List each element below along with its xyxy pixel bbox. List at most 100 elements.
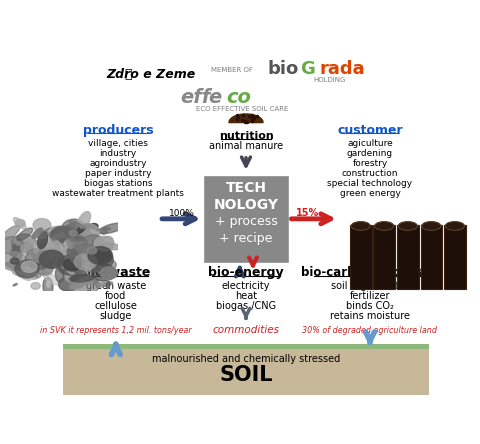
Ellipse shape xyxy=(72,273,78,276)
Text: heat: heat xyxy=(235,291,257,301)
Ellipse shape xyxy=(100,262,114,278)
Ellipse shape xyxy=(32,252,41,263)
Ellipse shape xyxy=(74,226,85,234)
Circle shape xyxy=(37,251,47,258)
Text: retains moisture: retains moisture xyxy=(330,311,410,321)
Text: producers: producers xyxy=(83,124,154,137)
Circle shape xyxy=(69,235,87,249)
Text: biogas stations: biogas stations xyxy=(84,179,152,188)
Bar xyxy=(63,349,429,395)
Circle shape xyxy=(79,251,108,272)
Circle shape xyxy=(63,260,74,269)
Text: 100%: 100% xyxy=(169,209,194,218)
Text: bio-carbon substrate: bio-carbon substrate xyxy=(300,266,439,279)
Ellipse shape xyxy=(107,271,115,274)
Ellipse shape xyxy=(52,226,64,234)
Circle shape xyxy=(72,275,79,281)
Circle shape xyxy=(70,230,77,236)
Circle shape xyxy=(28,249,46,262)
Text: bio: bio xyxy=(267,59,299,78)
Ellipse shape xyxy=(351,222,370,230)
Circle shape xyxy=(39,250,64,268)
Circle shape xyxy=(83,230,91,236)
Text: co: co xyxy=(226,88,251,107)
Ellipse shape xyxy=(422,222,441,230)
Text: cellulose: cellulose xyxy=(95,301,137,311)
Text: rada: rada xyxy=(320,59,365,78)
FancyBboxPatch shape xyxy=(444,225,466,289)
Text: customer: customer xyxy=(337,124,403,137)
Circle shape xyxy=(12,234,36,252)
Ellipse shape xyxy=(17,228,33,240)
Circle shape xyxy=(83,225,90,230)
Circle shape xyxy=(100,267,118,279)
Text: G: G xyxy=(300,59,315,78)
Circle shape xyxy=(25,248,55,269)
Ellipse shape xyxy=(42,226,64,235)
Text: TECH
NOLOGY: TECH NOLOGY xyxy=(214,182,278,212)
Text: in SVK it represents 1,2 mil. tons/year: in SVK it represents 1,2 mil. tons/year xyxy=(40,326,192,335)
Text: HOLDING: HOLDING xyxy=(313,77,346,83)
Ellipse shape xyxy=(72,275,98,284)
FancyBboxPatch shape xyxy=(204,175,288,263)
Circle shape xyxy=(79,271,86,277)
Ellipse shape xyxy=(97,240,101,246)
Ellipse shape xyxy=(77,211,91,231)
Text: industry: industry xyxy=(99,149,137,158)
Circle shape xyxy=(15,219,25,227)
Ellipse shape xyxy=(96,229,101,230)
Text: paper industry: paper industry xyxy=(85,169,151,178)
Text: gardening: gardening xyxy=(347,149,393,158)
Ellipse shape xyxy=(37,232,48,249)
Ellipse shape xyxy=(100,274,102,278)
Circle shape xyxy=(74,254,97,270)
Circle shape xyxy=(62,219,86,236)
Text: + process
+ recipe: + process + recipe xyxy=(215,215,277,246)
Circle shape xyxy=(38,242,61,259)
Text: sludge: sludge xyxy=(100,311,132,321)
Ellipse shape xyxy=(52,232,65,240)
Text: green waste: green waste xyxy=(85,281,146,291)
Circle shape xyxy=(92,264,115,281)
Circle shape xyxy=(15,260,39,278)
Ellipse shape xyxy=(5,262,24,270)
Text: binds CO₂: binds CO₂ xyxy=(346,301,394,311)
Circle shape xyxy=(40,239,49,246)
Circle shape xyxy=(0,237,24,254)
Circle shape xyxy=(87,247,96,254)
Text: bio-energy: bio-energy xyxy=(208,266,284,279)
Ellipse shape xyxy=(70,278,87,289)
Ellipse shape xyxy=(69,221,83,228)
Ellipse shape xyxy=(21,277,27,280)
Text: agroindustry: agroindustry xyxy=(89,159,147,168)
Ellipse shape xyxy=(67,248,82,266)
Text: eff: eff xyxy=(180,88,210,107)
Circle shape xyxy=(31,282,40,289)
Ellipse shape xyxy=(90,259,108,267)
Ellipse shape xyxy=(12,269,38,279)
Ellipse shape xyxy=(445,222,464,230)
Text: malnourished and chemically stressed: malnourished and chemically stressed xyxy=(152,354,340,364)
Text: e: e xyxy=(208,88,222,107)
Ellipse shape xyxy=(2,226,20,240)
Ellipse shape xyxy=(61,270,69,276)
Circle shape xyxy=(59,277,78,291)
Circle shape xyxy=(71,239,79,245)
Ellipse shape xyxy=(57,243,69,262)
Circle shape xyxy=(34,238,62,259)
Circle shape xyxy=(25,275,32,281)
Text: village, cities: village, cities xyxy=(88,139,148,148)
Ellipse shape xyxy=(100,243,121,250)
Text: ECO EFFECTIVE SOIL CARE: ECO EFFECTIVE SOIL CARE xyxy=(196,106,288,112)
Circle shape xyxy=(63,267,82,281)
Ellipse shape xyxy=(47,282,50,287)
Ellipse shape xyxy=(104,258,109,266)
Ellipse shape xyxy=(66,240,72,249)
Ellipse shape xyxy=(40,228,49,237)
Text: wastewater treatment plants: wastewater treatment plants xyxy=(52,189,184,198)
Text: animal manure: animal manure xyxy=(209,142,283,151)
Text: Zdro e Zeme: Zdro e Zeme xyxy=(107,68,196,81)
Ellipse shape xyxy=(42,271,58,285)
Ellipse shape xyxy=(69,246,82,252)
Circle shape xyxy=(21,243,36,254)
